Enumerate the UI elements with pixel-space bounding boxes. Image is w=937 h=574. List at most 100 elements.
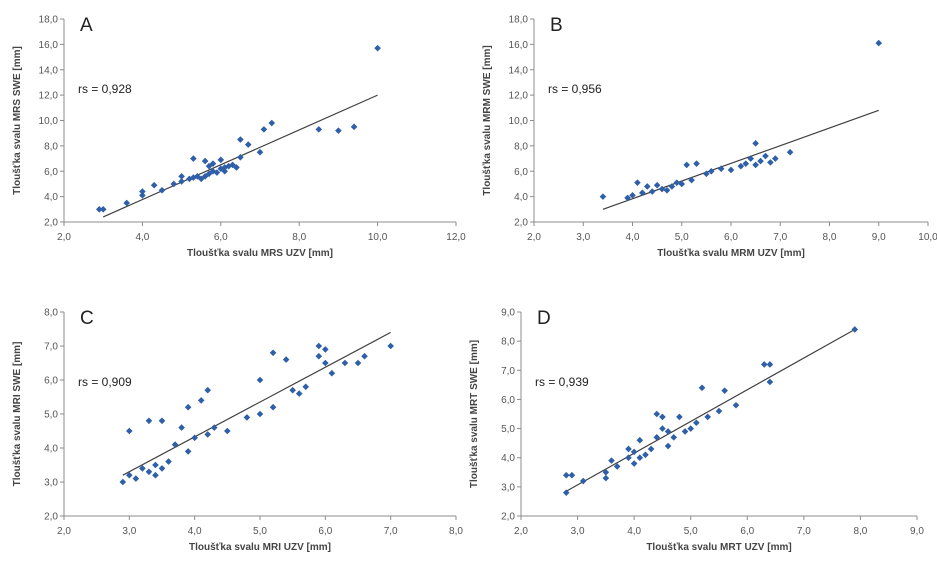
- data-point: [205, 170, 213, 178]
- data-point: [256, 376, 264, 384]
- y-axis-title: Tloušťka svalu MRS SWE [mm]: [12, 46, 23, 195]
- x-tick-label: 7,0: [773, 232, 787, 243]
- x-tick-label: 2,0: [57, 526, 71, 537]
- data-point: [562, 471, 570, 479]
- y-tick-label: 4,0: [44, 192, 58, 203]
- y-tick-label: 9,0: [501, 308, 515, 319]
- y-tick-label: 8,0: [514, 141, 528, 152]
- y-tick-label: 7,0: [501, 366, 515, 377]
- x-tick-label: 12,0: [446, 232, 466, 243]
- x-tick-label: 8,0: [292, 232, 306, 243]
- x-tick-label: 4,0: [188, 526, 202, 537]
- y-tick-label: 8,0: [44, 308, 58, 319]
- data-point: [126, 471, 133, 479]
- data-point: [237, 136, 244, 143]
- data-point: [613, 463, 621, 470]
- data-point: [752, 140, 759, 147]
- x-tick-label: 10,0: [368, 232, 388, 243]
- data-point: [158, 465, 166, 472]
- x-tick-label: 8,0: [823, 232, 837, 243]
- data-point: [760, 361, 768, 368]
- x-tick-label: 6,0: [740, 526, 754, 537]
- data-point: [204, 386, 212, 394]
- x-axis-title: Tloušťka svalu MRM UZV [mm]: [657, 248, 805, 259]
- correlation-annotation: rs = 0,939: [535, 375, 589, 389]
- data-point: [244, 141, 252, 148]
- data-point: [630, 448, 638, 456]
- x-tick-label: 9,0: [910, 526, 924, 537]
- data-point: [568, 471, 576, 479]
- data-point: [653, 181, 661, 189]
- data-point: [178, 173, 185, 180]
- y-tick-label: 12,0: [509, 91, 529, 102]
- data-point: [221, 167, 229, 175]
- y-tick-label: 12,0: [39, 91, 59, 102]
- data-point: [205, 162, 213, 170]
- y-tick-label: 2,0: [514, 218, 528, 229]
- data-point: [213, 169, 221, 176]
- data-point: [354, 359, 362, 367]
- data-point: [851, 326, 859, 333]
- x-tick-label: 5,0: [675, 232, 689, 243]
- data-point: [217, 156, 225, 164]
- x-tick-label: 5,0: [684, 526, 698, 537]
- data-point: [158, 417, 166, 425]
- x-tick-label: 6,0: [318, 526, 332, 537]
- data-point: [683, 161, 690, 169]
- data-point: [145, 417, 153, 425]
- data-point: [190, 155, 197, 162]
- data-point: [178, 178, 185, 185]
- data-point: [99, 206, 107, 213]
- data-point: [786, 148, 794, 156]
- data-point: [328, 369, 336, 377]
- y-tick-label: 5,0: [44, 410, 58, 421]
- data-point: [659, 413, 666, 421]
- data-point: [762, 152, 769, 160]
- data-point: [636, 436, 644, 444]
- data-point: [123, 199, 131, 207]
- y-tick-label: 5,0: [501, 424, 515, 435]
- data-point: [197, 175, 205, 183]
- x-tick-label: 6,0: [724, 232, 738, 243]
- y-tick-label: 4,0: [514, 192, 528, 203]
- data-point: [150, 181, 158, 189]
- x-tick-label: 8,0: [449, 526, 463, 537]
- data-point: [708, 167, 715, 175]
- data-point: [727, 166, 735, 174]
- data-point: [602, 468, 610, 476]
- panel-c: 2,0 3,0 4,0 5,0 6,0 7,0 8,0 2,0 3,0 4,0 5,0 6,0 7,0 8…: [12, 308, 463, 554]
- data-point: [374, 44, 381, 52]
- data-point: [295, 390, 303, 397]
- data-point: [634, 179, 641, 186]
- data-point: [315, 352, 323, 360]
- x-tick-label: 2,0: [57, 232, 71, 243]
- data-point: [767, 159, 774, 166]
- data-point: [721, 387, 728, 394]
- data-point: [579, 477, 587, 485]
- x-tick-label: 3,0: [576, 232, 590, 243]
- x-tick-label: 7,0: [384, 526, 398, 537]
- data-point: [766, 378, 774, 386]
- panel-a: 2,0 4,0 6,0 8,0 10,0 12,0 14,0 16,0 18,0 2,0 4,0 6,…: [12, 15, 466, 260]
- data-point: [387, 342, 394, 350]
- x-axis-title: Tloušťka svalu MRT UZV [mm]: [646, 542, 791, 553]
- data-point: [752, 161, 759, 169]
- data-point: [653, 410, 661, 418]
- data-point: [201, 157, 209, 165]
- panel-b: 2,0 4,0 6,0 8,0 10,0 12,0 14,0 16,0 18,0 2,0 3,0 4,…: [482, 15, 937, 260]
- data-point: [732, 401, 740, 409]
- data-point: [630, 460, 638, 467]
- panel-d: 2,0 3,0 4,0 5,0 6,0 7,0 8,0 9,0 2,0 3,0 4,0 5,0 6,0 7…: [469, 308, 924, 554]
- correlation-annotation: rs = 0,909: [78, 375, 132, 389]
- y-tick-label: 18,0: [39, 15, 59, 26]
- y-tick-label: 6,0: [44, 167, 58, 178]
- y-axis-title: Tloušťka svalu MRM SWE [mm]: [482, 45, 493, 195]
- data-point: [659, 425, 666, 432]
- data-point: [282, 356, 290, 363]
- data-point: [170, 180, 178, 188]
- data-point: [688, 176, 695, 184]
- data-point: [268, 119, 276, 127]
- y-tick-label: 6,0: [44, 376, 58, 387]
- data-point: [693, 419, 700, 427]
